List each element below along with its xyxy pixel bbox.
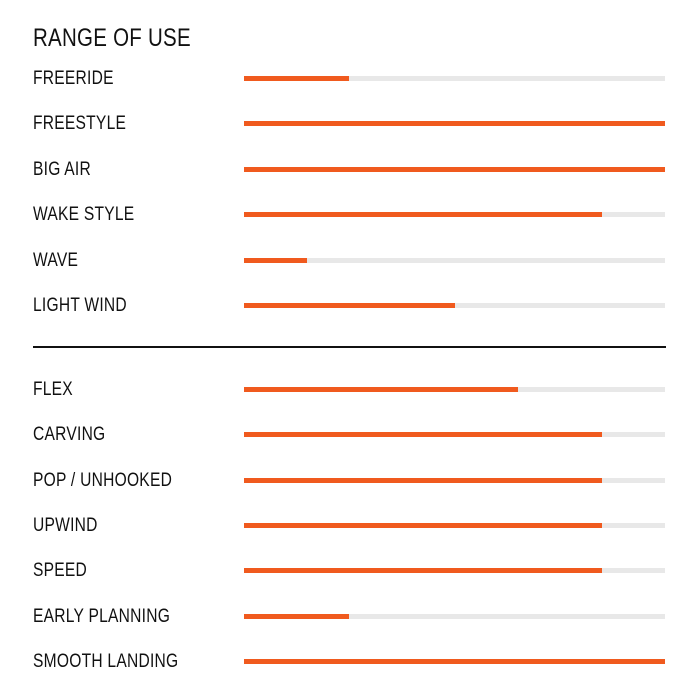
- bar-label: LIGHT WIND: [33, 295, 127, 316]
- bar-fill: [244, 303, 455, 308]
- bar-fill: [244, 478, 602, 483]
- bar-track: [244, 167, 665, 172]
- bar-track: [244, 432, 665, 437]
- bar-track: [244, 258, 665, 263]
- bar-track: [244, 303, 665, 308]
- bar-fill: [244, 121, 665, 126]
- bar-label: FREESTYLE: [33, 113, 127, 134]
- bar-label: WAVE: [33, 250, 79, 271]
- bar-label: UPWIND: [33, 515, 98, 536]
- bar-label: FLEX: [33, 379, 73, 400]
- bar-track: [244, 659, 665, 664]
- bar-track: [244, 387, 665, 392]
- bar-label: WAKE STYLE: [33, 204, 135, 225]
- bar-track: [244, 523, 665, 528]
- bar-fill: [244, 568, 602, 573]
- bar-track: [244, 614, 665, 619]
- bar-label: BIG AIR: [33, 159, 92, 180]
- bar-track: [244, 478, 665, 483]
- bar-fill: [244, 212, 602, 217]
- bar-label: POP / UNHOOKED: [33, 470, 173, 491]
- bar-label: EARLY PLANNING: [33, 606, 171, 627]
- bar-fill: [244, 258, 308, 263]
- bar-fill: [244, 614, 350, 619]
- chart-title: RANGE OF USE: [33, 24, 191, 52]
- bar-track: [244, 212, 665, 217]
- bar-label: SPEED: [33, 560, 88, 581]
- bar-fill: [244, 432, 602, 437]
- section-divider: [33, 346, 666, 348]
- bar-label: SMOOTH LANDING: [33, 651, 179, 672]
- bar-label: FREERIDE: [33, 68, 114, 89]
- bar-fill: [244, 167, 665, 172]
- bar-track: [244, 568, 665, 573]
- bar-fill: [244, 76, 350, 81]
- bar-fill: [244, 387, 518, 392]
- bar-track: [244, 121, 665, 126]
- bar-label: CARVING: [33, 424, 106, 445]
- bar-fill: [244, 659, 665, 664]
- bar-fill: [244, 523, 602, 528]
- bar-track: [244, 76, 665, 81]
